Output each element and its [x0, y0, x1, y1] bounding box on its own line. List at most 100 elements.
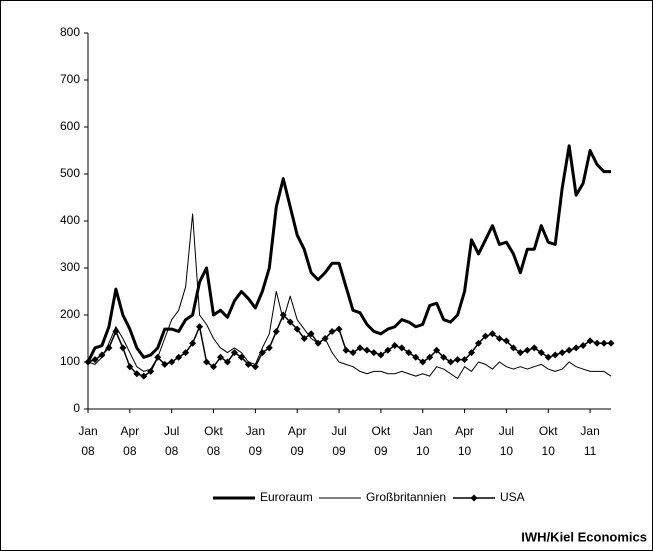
series-marker — [447, 358, 455, 366]
series-line — [86, 144, 611, 363]
series-marker — [328, 327, 336, 335]
series-marker — [530, 344, 538, 352]
series-marker — [154, 353, 162, 361]
y-tick-label: 500 — [60, 166, 80, 180]
x-tick-label: Apr 08 — [120, 424, 140, 458]
series-marker — [481, 332, 489, 340]
series-marker — [349, 349, 357, 357]
series-marker — [586, 337, 594, 345]
series-marker — [210, 363, 218, 371]
series-marker — [237, 353, 245, 361]
series-marker — [300, 335, 308, 342]
series-marker — [286, 318, 294, 326]
series-marker — [133, 370, 141, 378]
series-marker — [119, 344, 127, 352]
series-marker — [544, 353, 552, 361]
series-marker — [175, 353, 183, 361]
series-marker — [495, 335, 503, 342]
series-marker — [426, 353, 434, 361]
x-tick-label: Jul 10 — [498, 424, 515, 458]
series-marker — [370, 349, 378, 357]
source: IWH/Kiel Economics — [521, 529, 647, 544]
series-marker — [223, 358, 231, 366]
series-marker — [105, 344, 113, 352]
series-marker — [126, 363, 134, 371]
y-tick-label: 400 — [60, 213, 80, 227]
series-marker — [468, 349, 476, 357]
x-tick-label: Apr 09 — [287, 424, 307, 458]
series-marker — [509, 344, 517, 352]
x-tick-label: Okt 09 — [371, 424, 391, 458]
series-marker — [112, 327, 120, 335]
series-marker — [203, 358, 211, 366]
series-marker — [502, 337, 510, 345]
series-marker — [161, 360, 169, 368]
y-tick-label: 0 — [73, 401, 80, 415]
series-marker — [384, 346, 392, 354]
y-tick-label: 100 — [60, 354, 80, 368]
series-marker — [216, 353, 224, 361]
series-line — [87, 213, 612, 379]
series-marker — [279, 311, 287, 319]
series-marker — [189, 339, 197, 347]
series-marker — [523, 346, 531, 354]
x-tick-label: Jan 08 — [78, 424, 98, 458]
series-marker — [272, 327, 280, 335]
series-marker — [140, 372, 148, 380]
series-marker — [84, 358, 92, 366]
x-tick-label: Jul 09 — [331, 424, 347, 458]
y-tick-label: 600 — [60, 119, 80, 133]
y-tick-label: 700 — [60, 72, 80, 86]
legend-marker — [470, 494, 478, 502]
series-marker — [391, 342, 399, 350]
x-tick-label: Apr 10 — [455, 424, 474, 458]
x-tick-label: Okt 08 — [204, 424, 223, 458]
series-marker — [551, 351, 559, 359]
series-marker — [230, 349, 238, 357]
series-marker — [98, 351, 106, 359]
series-marker — [258, 349, 266, 357]
series-marker — [454, 356, 462, 364]
series-marker — [607, 339, 615, 347]
x-tick-label: Jul 08 — [164, 424, 180, 458]
series-line — [87, 314, 611, 377]
series-marker — [91, 356, 99, 364]
series-marker — [419, 358, 427, 366]
series-marker — [335, 325, 343, 333]
series-marker — [356, 344, 364, 352]
series-marker — [572, 344, 580, 352]
y-tick-label: 300 — [60, 260, 80, 274]
series-marker — [398, 344, 406, 352]
series-marker — [600, 339, 608, 347]
series-marker — [405, 349, 413, 357]
series-marker — [265, 344, 273, 352]
series-marker — [593, 339, 601, 347]
x-tick-label: Jan 11 — [580, 424, 600, 458]
series-marker — [147, 367, 155, 375]
series-marker — [342, 346, 350, 354]
series-marker — [196, 323, 204, 331]
series-marker — [244, 360, 252, 368]
series-marker — [363, 346, 371, 354]
series-marker — [314, 339, 322, 347]
series-marker — [412, 353, 420, 361]
series-marker — [579, 342, 587, 350]
series-marker — [377, 351, 385, 359]
series-marker — [537, 349, 545, 357]
series-marker — [293, 325, 301, 333]
series-marker — [475, 339, 483, 347]
series-marker — [565, 346, 573, 354]
legend-label: USA — [500, 490, 525, 504]
series-marker — [440, 353, 448, 361]
series-marker — [168, 358, 176, 366]
x-tick-label: Jan 09 — [245, 424, 266, 458]
series-marker — [461, 356, 469, 364]
series-marker — [321, 335, 329, 342]
series-marker — [433, 346, 441, 354]
series-marker — [558, 349, 566, 357]
x-tick-label: Okt 10 — [538, 424, 558, 458]
y-tick-label: 200 — [60, 307, 80, 321]
series-marker — [307, 330, 315, 338]
series-marker — [182, 349, 190, 357]
